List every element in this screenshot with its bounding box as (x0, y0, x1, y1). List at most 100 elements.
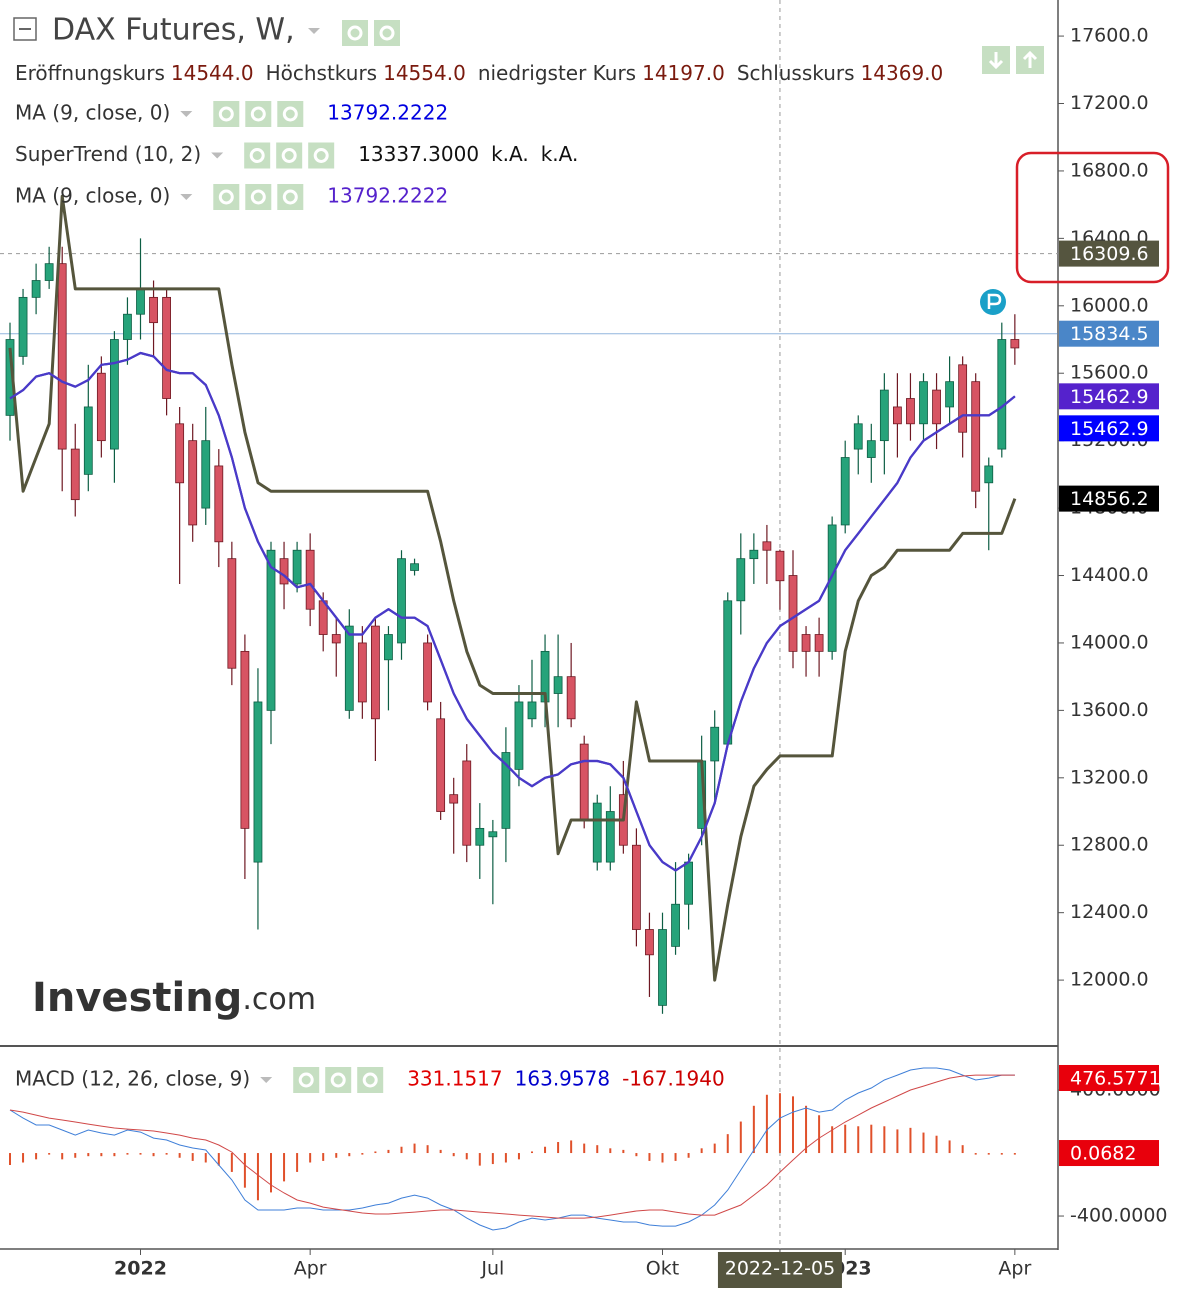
candle-body (932, 389, 941, 425)
indicator-button-glyph (282, 189, 298, 205)
candle-body (214, 465, 224, 543)
candle-body (292, 549, 302, 585)
macd-readout: 331.1517 (407, 1067, 502, 1091)
indicator-readout: k.A. (541, 142, 579, 166)
indicator-button[interactable] (277, 101, 304, 127)
y-tick-label: 13200.0 (1070, 766, 1149, 788)
macd-line (9, 1074, 1015, 1219)
indicator-button-glyph (250, 106, 266, 122)
macd-readout: -167.1940 (622, 1067, 725, 1091)
indicator-button-glyph (249, 148, 265, 163)
candle-body (462, 760, 472, 846)
dropdown-caret[interactable] (260, 1077, 273, 1083)
ohlc-label: Schlusskurs (737, 61, 855, 85)
candle-body (645, 929, 654, 956)
indicator-button[interactable] (245, 101, 272, 127)
chart-title: DAX Futures, W, (52, 13, 295, 48)
indicator-button[interactable] (293, 1067, 320, 1093)
candle-body (305, 549, 315, 610)
candle-body (527, 701, 537, 720)
dropdown-caret[interactable] (308, 28, 320, 34)
event-badge[interactable] (980, 289, 1006, 315)
price-tag (1059, 415, 1159, 442)
indicator-readout: 13337.3000 (358, 142, 479, 166)
candle-body (31, 280, 41, 298)
dropdown-caret[interactable] (180, 194, 193, 200)
candle-body (488, 831, 498, 838)
candle-body (331, 634, 341, 644)
indicator-button-glyph (281, 148, 297, 163)
indicator-button[interactable] (342, 20, 368, 46)
candle-body (749, 549, 759, 560)
candle-body (919, 381, 928, 425)
indicator-button[interactable] (213, 184, 240, 210)
indicator-name[interactable]: MA (9, close, 0) (15, 101, 170, 125)
candle-body (723, 600, 733, 745)
indicator-button[interactable] (213, 101, 240, 127)
indicator-name[interactable]: MA (9, close, 0) (15, 184, 170, 208)
candle-body (788, 575, 798, 652)
candle-body (136, 288, 145, 315)
indicator-button[interactable] (276, 142, 303, 169)
indicator-button[interactable] (374, 20, 400, 46)
candle-body (671, 903, 680, 947)
watermark: Investing.com (32, 975, 316, 1021)
candle-body (123, 313, 132, 340)
price-tag-label: 15462.9 (1070, 386, 1149, 408)
candle-body (149, 296, 158, 324)
price-tag-label: 0.0682 (1070, 1143, 1136, 1165)
candle-body (410, 563, 419, 571)
candle-body (423, 642, 433, 703)
y-tick-label: 15600.0 (1070, 362, 1149, 384)
indicator-button-glyph (313, 148, 329, 163)
y-tick-label: 17200.0 (1070, 92, 1149, 114)
candle-body (227, 558, 237, 669)
candle-body (566, 676, 576, 720)
indicator-name[interactable]: SuperTrend (10, 2) (15, 142, 201, 166)
candle-body (658, 929, 667, 1006)
price-tag (1059, 320, 1159, 347)
highlight-box (1015, 151, 1170, 284)
arrow-icon (988, 52, 1004, 70)
candle-body (240, 650, 250, 829)
indicator-button[interactable] (357, 1067, 384, 1093)
candle-body (971, 381, 981, 492)
candle-body (605, 811, 615, 863)
y-tick-label: 12800.0 (1070, 834, 1149, 856)
candle-body (384, 634, 393, 661)
ohlc-label: Eröffnungskurs (15, 61, 165, 85)
x-tick-label: Apr (998, 1258, 1031, 1280)
indicator-button[interactable] (277, 184, 304, 210)
candle-body (1010, 339, 1020, 349)
candle-body (110, 339, 119, 450)
candle-body (57, 263, 67, 450)
candle-body (958, 364, 968, 433)
y-tick-label: 13600.0 (1070, 699, 1149, 721)
dropdown-caret[interactable] (211, 152, 224, 159)
candle-body (175, 423, 185, 484)
candle-body (188, 440, 198, 526)
ohlc-value: 14554.0 (383, 61, 466, 85)
arrow-icon (1022, 50, 1038, 68)
indicator-button[interactable] (325, 1067, 352, 1093)
y-tick-label: -400.0000 (1070, 1205, 1168, 1227)
candle-body (475, 827, 485, 846)
dropdown-caret[interactable] (180, 111, 193, 117)
indicator-name[interactable]: MACD (12, 26, close, 9) (15, 1067, 250, 1091)
price-tag-label: 476.5771 (1070, 1067, 1161, 1089)
indicator-button[interactable] (244, 142, 271, 169)
collapse-icon[interactable] (13, 17, 37, 41)
ohlc-value: 14369.0 (861, 61, 944, 85)
macd-readout: 163.9578 (515, 1067, 610, 1091)
indicator-button[interactable] (245, 184, 272, 210)
watermark-part: Investing (32, 975, 242, 1021)
indicator-button-glyph (362, 1072, 378, 1088)
x-tick-label: 2022 (114, 1258, 167, 1280)
macd-line (9, 1067, 1015, 1231)
indicator-button-glyph (218, 106, 234, 122)
indicator-button[interactable] (308, 142, 335, 169)
candle-body (592, 802, 602, 863)
y-tick-label: 14000.0 (1070, 631, 1149, 653)
